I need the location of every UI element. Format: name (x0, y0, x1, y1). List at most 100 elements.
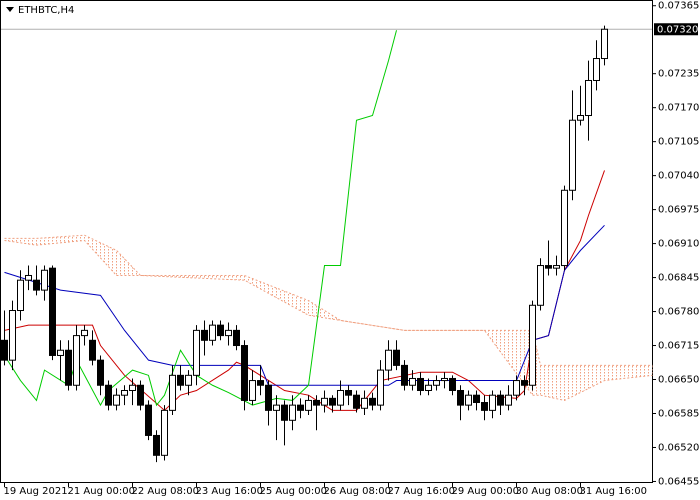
candle-body (393, 349, 400, 366)
candle-body (161, 409, 168, 456)
candle-body (569, 119, 576, 191)
candle-body (177, 374, 184, 386)
y-tick-label: 0.07170 (658, 103, 699, 114)
candle-body (273, 404, 280, 411)
candle-body (369, 397, 376, 406)
x-tick-label: 25 Aug 00:00 (260, 486, 327, 497)
candle-body (337, 389, 344, 406)
candle-body (305, 399, 312, 411)
candle-body (513, 380, 520, 396)
candle-body (473, 394, 480, 404)
candle-body (409, 377, 416, 386)
plot-layer (1, 25, 653, 463)
candle-body (553, 265, 560, 269)
candle-body (129, 384, 136, 391)
indicator-line (4, 224, 605, 386)
x-tick-label: 29 Aug 00:00 (452, 486, 519, 497)
candle-body (233, 329, 240, 347)
candle-body (145, 404, 152, 436)
y-tick-label: 0.06455 (658, 476, 699, 487)
span-a-line (4, 234, 653, 366)
candle-body (497, 394, 504, 406)
candle-body (281, 404, 288, 421)
plot-frame (0, 0, 653, 483)
candle-body (593, 58, 600, 81)
candle-body (385, 349, 392, 371)
span-b-line (4, 239, 653, 401)
candle-body (137, 384, 144, 406)
candle-body (265, 384, 272, 411)
candle-body (449, 377, 456, 391)
candle-body (401, 364, 408, 386)
candle-body (57, 349, 64, 356)
y-tick-label: 0.06520 (658, 442, 699, 453)
candle-body (257, 380, 264, 386)
candle-body (441, 377, 448, 382)
candle-body (209, 324, 216, 341)
candle-body (313, 399, 320, 406)
y-tick-label: 0.07040 (658, 171, 699, 182)
candle-body (73, 335, 80, 386)
candle-body (529, 304, 536, 386)
candle-body (465, 394, 472, 406)
title-marker (6, 7, 14, 12)
candle-body (545, 265, 552, 269)
candle-body (561, 189, 568, 267)
candle-body (417, 377, 424, 391)
candle-body (585, 79, 592, 117)
candle-body (169, 374, 176, 411)
candle-body (425, 384, 432, 391)
candle-body (297, 404, 304, 411)
candle-body (121, 389, 128, 396)
y-tick-label: 0.06910 (658, 239, 699, 250)
y-tick-label: 0.06650 (658, 375, 699, 386)
x-tick-label: 31 Aug 16:00 (580, 486, 647, 497)
candle-body (225, 329, 232, 337)
candle-body (33, 279, 40, 291)
candle-body (9, 310, 16, 361)
last-price-label: 0.07320 (657, 24, 698, 35)
candle-body (97, 359, 104, 386)
x-tick-label: 27 Aug 16:00 (388, 486, 455, 497)
candle-body (289, 404, 296, 421)
x-tick-label: 26 Aug 08:00 (324, 486, 391, 497)
x-tick-label: 23 Aug 16:00 (196, 486, 263, 497)
candle-body (201, 329, 208, 341)
candle-body (193, 329, 200, 376)
candle-body (185, 374, 192, 386)
y-tick-label: 0.07105 (658, 137, 699, 148)
candle-body (1, 339, 8, 361)
candle-body (505, 394, 512, 406)
candle-body (49, 267, 56, 356)
y-tick-label: 0.06585 (658, 408, 699, 419)
candle-body (249, 380, 256, 401)
candle-body (353, 394, 360, 409)
candle-body (577, 115, 584, 121)
candle-body (377, 369, 384, 406)
candle-body (113, 394, 120, 406)
candle-body (537, 265, 544, 306)
x-tick-label: 30 Aug 08:00 (516, 486, 583, 497)
candle-body (457, 389, 464, 406)
y-tick-label: 0.06780 (658, 307, 699, 318)
y-tick-label: 0.06715 (658, 341, 699, 352)
candle-body (481, 402, 488, 411)
x-tick-label: 21 Aug 00:00 (68, 486, 135, 497)
candle-body (433, 380, 440, 386)
candle-body (105, 384, 112, 406)
candle-body (345, 389, 352, 396)
y-tick-label: 0.06845 (658, 273, 699, 284)
candle-body (601, 28, 608, 60)
y-tick-label: 0.07235 (658, 69, 699, 80)
candle-body (329, 397, 336, 406)
candle-body (81, 329, 88, 337)
y-tick-label: 0.06975 (658, 205, 699, 216)
x-tick-label: 22 Aug 08:00 (132, 486, 199, 497)
candle-body (217, 324, 224, 337)
candle-body (89, 339, 96, 361)
chart-title: ETHBTC,H4 (18, 5, 74, 16)
candle-body (241, 345, 248, 401)
candle-body (361, 397, 368, 409)
last-price-box (654, 23, 698, 36)
